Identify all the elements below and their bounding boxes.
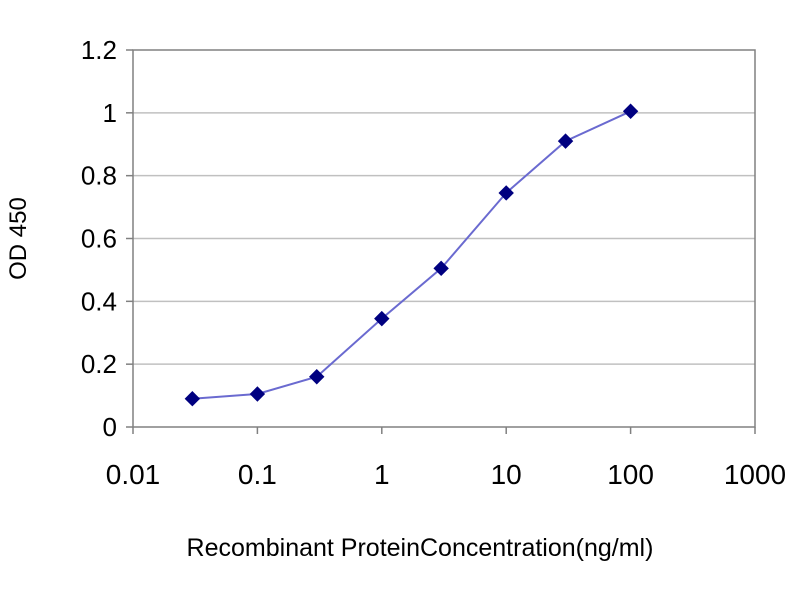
x-tick-label: 0.01 (106, 459, 161, 490)
x-tick-label: 10 (491, 459, 522, 490)
y-tick-labels: 0 0.2 0.4 0.6 0.8 1 1.2 (81, 35, 117, 442)
x-tick-label: 100 (607, 459, 654, 490)
data-point (498, 185, 514, 201)
y-tick-label: 0.6 (81, 224, 117, 254)
x-tick-label: 1 (374, 459, 390, 490)
y-tick-label: 0.4 (81, 286, 117, 316)
data-point (433, 260, 449, 277)
data-point (622, 103, 639, 119)
y-tick-label: 0.2 (81, 349, 117, 379)
y-axis-title: OD 450 (5, 197, 32, 280)
data-point (309, 369, 325, 385)
data-point (557, 133, 574, 149)
x-axis-title: Recombinant ProteinConcentration(ng/ml) (187, 534, 654, 562)
y-tick-label: 0 (103, 412, 117, 442)
y-tick-label: 1.2 (81, 35, 117, 65)
series-line (192, 110, 632, 400)
data-point (374, 310, 390, 327)
series (184, 103, 639, 407)
x-tick-label: 1000 (724, 459, 786, 490)
x-tick-labels: 0.01 0.1 1 10 100 1000 (106, 459, 786, 490)
y-tick-label: 1 (103, 98, 117, 128)
y-tick-label: 0.8 (81, 161, 117, 191)
data-point (249, 386, 266, 402)
axes (126, 49, 756, 434)
x-tick-label: 0.1 (238, 459, 277, 490)
data-point (184, 391, 201, 407)
grid-lines (133, 112, 755, 365)
